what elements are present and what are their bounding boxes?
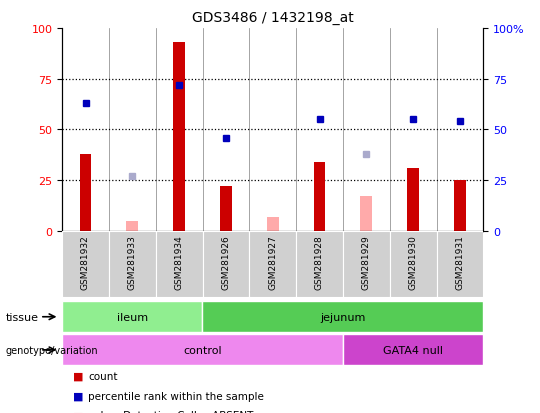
Text: ileum: ileum <box>117 312 148 322</box>
Bar <box>296 231 343 297</box>
Bar <box>343 231 390 297</box>
Bar <box>343 335 483 366</box>
Bar <box>407 169 419 231</box>
Bar <box>109 231 156 297</box>
Text: control: control <box>183 345 222 355</box>
Bar <box>220 187 232 231</box>
Text: GSM281933: GSM281933 <box>128 235 137 290</box>
Bar <box>156 231 202 297</box>
Text: GSM281930: GSM281930 <box>409 235 417 290</box>
Text: GSM281934: GSM281934 <box>174 235 184 289</box>
Bar <box>436 231 483 297</box>
Bar <box>202 231 249 297</box>
Bar <box>267 217 279 231</box>
Text: jejunum: jejunum <box>320 312 366 322</box>
Bar <box>454 180 465 231</box>
Text: value, Detection Call = ABSENT: value, Detection Call = ABSENT <box>88 411 253 413</box>
Bar <box>361 197 372 231</box>
Text: GSM281927: GSM281927 <box>268 235 277 289</box>
Bar <box>62 335 343 366</box>
Text: genotype/variation: genotype/variation <box>5 345 98 355</box>
Text: ■: ■ <box>73 391 83 401</box>
Text: GATA4 null: GATA4 null <box>383 345 443 355</box>
Text: ■: ■ <box>73 371 83 381</box>
Bar <box>126 221 138 231</box>
Bar <box>173 43 185 231</box>
Text: percentile rank within the sample: percentile rank within the sample <box>88 391 264 401</box>
Bar <box>62 301 202 332</box>
Bar <box>62 231 109 297</box>
Bar <box>80 154 91 231</box>
Bar <box>314 162 325 231</box>
Text: count: count <box>88 371 118 381</box>
Text: ■: ■ <box>73 411 83 413</box>
Text: tissue: tissue <box>5 312 38 322</box>
Bar <box>249 231 296 297</box>
Text: GSM281928: GSM281928 <box>315 235 324 289</box>
Text: GSM281929: GSM281929 <box>362 235 371 289</box>
Text: GSM281931: GSM281931 <box>455 235 464 290</box>
Text: GSM281926: GSM281926 <box>221 235 231 289</box>
Title: GDS3486 / 1432198_at: GDS3486 / 1432198_at <box>192 11 354 25</box>
Bar <box>202 301 483 332</box>
Text: GSM281932: GSM281932 <box>81 235 90 289</box>
Bar <box>390 231 436 297</box>
